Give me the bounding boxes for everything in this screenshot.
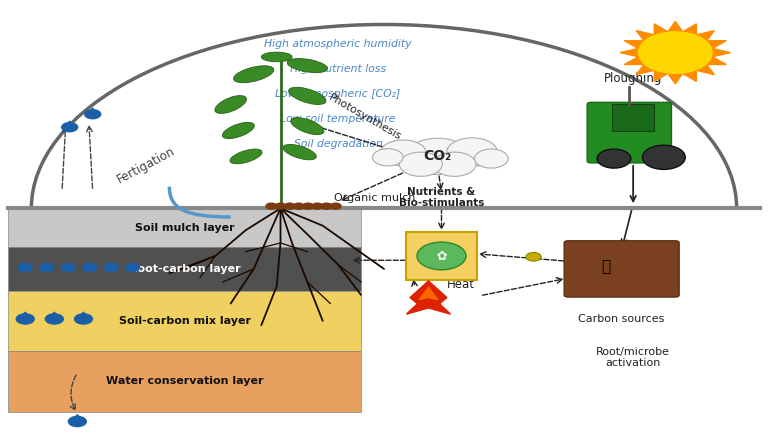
Polygon shape (64, 122, 76, 127)
Bar (8, 351, 361, 412)
Circle shape (526, 253, 541, 261)
Circle shape (40, 264, 54, 272)
Polygon shape (620, 21, 730, 84)
Circle shape (399, 152, 442, 176)
Polygon shape (18, 312, 32, 319)
Circle shape (104, 264, 118, 272)
Text: Organic mulch: Organic mulch (334, 193, 415, 203)
Ellipse shape (287, 59, 327, 72)
Ellipse shape (291, 118, 324, 135)
Ellipse shape (289, 87, 326, 105)
Circle shape (312, 203, 323, 209)
Circle shape (266, 203, 276, 209)
Circle shape (61, 264, 75, 272)
Circle shape (406, 138, 470, 174)
Bar (8, 290, 361, 351)
Circle shape (61, 123, 78, 132)
Circle shape (68, 417, 86, 427)
Text: Carbon sources: Carbon sources (578, 314, 665, 324)
Circle shape (293, 203, 304, 209)
Circle shape (126, 264, 140, 272)
Polygon shape (63, 263, 74, 268)
Circle shape (642, 145, 685, 169)
Polygon shape (406, 281, 451, 314)
Circle shape (597, 149, 631, 168)
Text: High atmospheric humidity: High atmospheric humidity (264, 39, 412, 49)
Circle shape (433, 152, 476, 176)
Circle shape (330, 203, 341, 209)
Circle shape (447, 138, 498, 166)
Text: Soil-carbon mix layer: Soil-carbon mix layer (119, 316, 250, 326)
Text: Root-carbon layer: Root-carbon layer (129, 264, 240, 274)
Circle shape (303, 203, 313, 209)
Ellipse shape (233, 66, 273, 82)
Text: Low soil temperature: Low soil temperature (280, 114, 396, 124)
Text: Water conservation layer: Water conservation layer (106, 376, 263, 386)
Polygon shape (419, 287, 438, 299)
Text: Photosynthesis: Photosynthesis (326, 92, 403, 142)
Circle shape (275, 203, 286, 209)
Text: Ploughing: Ploughing (604, 72, 662, 85)
Polygon shape (87, 108, 99, 114)
Text: Soil mulch layer: Soil mulch layer (135, 223, 234, 233)
Polygon shape (106, 263, 117, 268)
Circle shape (83, 264, 97, 272)
Ellipse shape (261, 52, 292, 62)
Text: CO₂: CO₂ (424, 149, 452, 164)
Circle shape (380, 140, 426, 166)
Polygon shape (48, 312, 61, 319)
Bar (8, 208, 361, 247)
Circle shape (84, 110, 101, 119)
Polygon shape (41, 263, 52, 268)
Circle shape (284, 203, 295, 209)
Text: Heat: Heat (447, 278, 475, 290)
Text: 🐓: 🐓 (601, 259, 610, 274)
Polygon shape (71, 415, 84, 421)
Polygon shape (20, 263, 31, 268)
Text: Fertigation: Fertigation (115, 145, 177, 186)
Ellipse shape (215, 95, 247, 113)
Text: ✿: ✿ (436, 250, 447, 263)
FancyBboxPatch shape (612, 104, 654, 132)
Text: Soil degradation: Soil degradation (293, 139, 382, 149)
Circle shape (45, 314, 63, 324)
Ellipse shape (223, 122, 254, 138)
Text: Root/microbe
activation: Root/microbe activation (596, 347, 670, 368)
Circle shape (417, 242, 466, 270)
Circle shape (16, 314, 35, 324)
Circle shape (638, 32, 712, 73)
Text: High nutrient loss: High nutrient loss (290, 64, 386, 74)
FancyBboxPatch shape (588, 102, 671, 163)
FancyBboxPatch shape (564, 241, 679, 297)
Text: Nutrients &
Bio-stimulants: Nutrients & Bio-stimulants (399, 187, 484, 208)
FancyBboxPatch shape (406, 232, 477, 280)
Circle shape (18, 264, 32, 272)
Circle shape (74, 314, 92, 324)
Ellipse shape (283, 145, 316, 160)
Circle shape (475, 149, 508, 168)
Circle shape (372, 149, 403, 166)
Bar (8, 247, 361, 290)
Polygon shape (77, 312, 91, 319)
Circle shape (321, 203, 332, 209)
Polygon shape (127, 263, 138, 268)
Polygon shape (84, 263, 95, 268)
Ellipse shape (230, 149, 262, 164)
Text: Low atmospheric [CO₂]: Low atmospheric [CO₂] (276, 89, 401, 99)
